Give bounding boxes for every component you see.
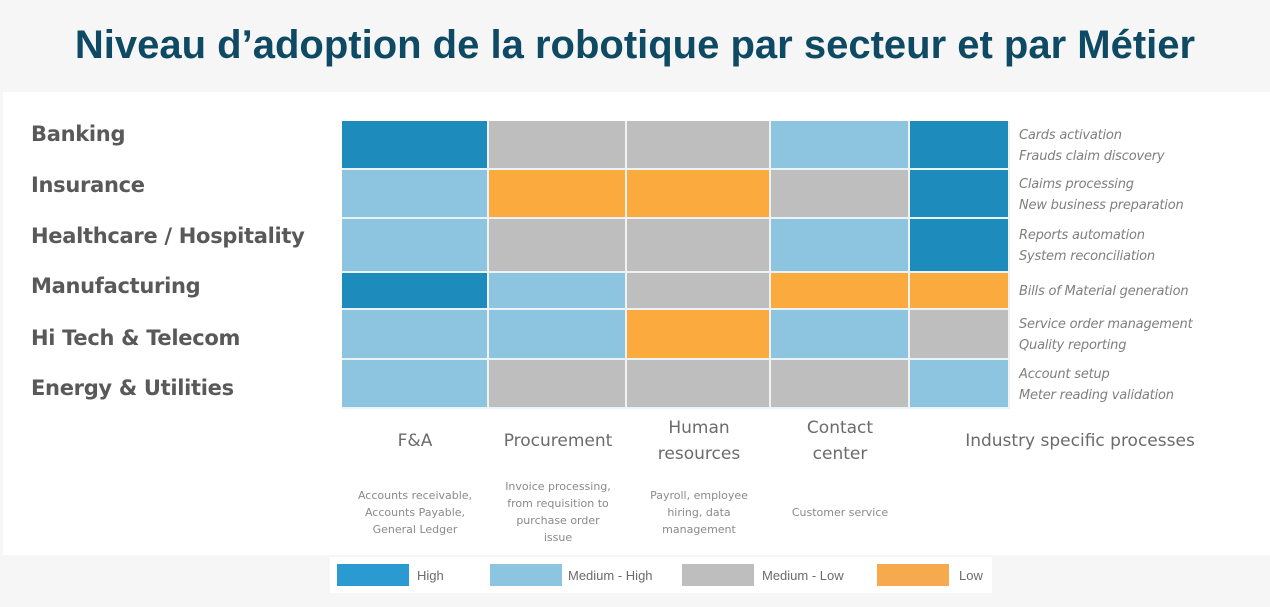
column-header-4: Industry specific processes bbox=[960, 428, 1200, 454]
heatmap-cell bbox=[489, 170, 627, 219]
heatmap-cell bbox=[627, 273, 771, 310]
heatmap-cell bbox=[342, 360, 489, 409]
heatmap-cell bbox=[910, 170, 1010, 219]
row-label-4: Hi Tech & Telecom bbox=[31, 326, 241, 350]
column-header-1: Procurement bbox=[438, 428, 678, 454]
process-line: System reconciliation bbox=[1019, 249, 1155, 264]
heatmap-cell bbox=[771, 273, 910, 310]
heatmap-cell bbox=[342, 273, 489, 310]
heatmap-cell bbox=[910, 121, 1010, 170]
column-description-line: purchase order bbox=[516, 514, 600, 527]
column-description-line: Accounts Payable, bbox=[364, 505, 466, 519]
heatmap-cell bbox=[342, 170, 489, 219]
heatmap-cell bbox=[771, 170, 910, 219]
legend-label-1: Medium - High bbox=[568, 568, 653, 583]
process-line: Service order management bbox=[1019, 317, 1193, 332]
heatmap-cell bbox=[771, 219, 910, 273]
industry-process-text: Account setup Meter reading validation bbox=[1019, 364, 1174, 406]
row-label-1: Insurance bbox=[31, 173, 145, 197]
column-description-0: Accounts receivable, Accounts Payable, Gen… bbox=[335, 487, 495, 538]
column-header-2: Human resources bbox=[579, 415, 819, 467]
heatmap-cell bbox=[342, 219, 489, 273]
column-description-1: Invoice processing, from requisition to pu… bbox=[478, 478, 638, 546]
legend-swatch-0 bbox=[337, 564, 409, 586]
legend-label-3: Low bbox=[959, 568, 983, 583]
heatmap-cell bbox=[489, 219, 627, 273]
industry-process-text: Claims processing New business preparatio… bbox=[1019, 174, 1184, 216]
row-label-3: Manufacturing bbox=[31, 274, 201, 298]
process-line: Quality reporting bbox=[1019, 338, 1127, 353]
heatmap-cell bbox=[627, 170, 771, 219]
column-header-3: Contact center bbox=[720, 415, 960, 467]
process-line: Reports automation bbox=[1019, 228, 1145, 243]
column-description-line: Customer service bbox=[791, 505, 889, 519]
industry-process-text: Service order management Quality reportin… bbox=[1019, 314, 1193, 356]
column-description-2: Payroll, employee hiring, data management bbox=[619, 487, 779, 538]
column-header-line: Contact bbox=[806, 418, 874, 438]
column-description-line: Invoice processing, bbox=[505, 480, 611, 493]
heatmap-cell bbox=[627, 121, 771, 170]
heatmap-cell bbox=[771, 360, 910, 409]
column-description-3: Customer service bbox=[760, 504, 920, 521]
process-line: Frauds claim discovery bbox=[1019, 148, 1165, 164]
industry-process-text: Bills of Material generation bbox=[1019, 281, 1189, 302]
heatmap-cell bbox=[910, 273, 1010, 310]
column-description-line: Accounts receivable, bbox=[357, 488, 473, 502]
heatmap-cell bbox=[627, 310, 771, 360]
heatmap-cell bbox=[627, 219, 771, 273]
heatmap-cell bbox=[489, 360, 627, 409]
column-description-line: General Ledger bbox=[372, 522, 458, 536]
process-line: New business preparation bbox=[1019, 197, 1184, 213]
legend-swatch-3 bbox=[877, 564, 949, 586]
column-header-line: Industry specific processes bbox=[965, 431, 1195, 451]
row-label-0: Banking bbox=[31, 122, 126, 146]
heatmap-cell bbox=[910, 310, 1010, 360]
row-label-5: Energy & Utilities bbox=[31, 376, 234, 400]
heatmap-cell bbox=[910, 219, 1010, 273]
column-header-0: F&A bbox=[295, 428, 535, 454]
process-line: Claims processing bbox=[1019, 176, 1134, 192]
column-description-line: hiring, data bbox=[667, 505, 731, 519]
column-description-line: issue bbox=[543, 531, 573, 544]
heatmap-cell bbox=[489, 121, 627, 170]
heatmap-cell bbox=[771, 310, 910, 360]
heatmap-cell bbox=[489, 273, 627, 310]
legend-label-2: Medium - Low bbox=[762, 568, 844, 583]
heatmap-cell bbox=[342, 121, 489, 170]
heatmap-cell bbox=[342, 310, 489, 360]
heatmap-cell bbox=[771, 121, 910, 170]
column-description-line: from requisition to bbox=[507, 497, 609, 510]
column-header-line: Procurement bbox=[503, 431, 613, 451]
industry-process-text: Cards activation Frauds claim discovery bbox=[1019, 125, 1165, 167]
process-line: Cards activation bbox=[1019, 127, 1122, 143]
process-line: Account setup bbox=[1019, 366, 1110, 382]
column-header-line: center bbox=[812, 444, 868, 464]
row-label-2: Healthcare / Hospitality bbox=[31, 224, 305, 248]
legend: High Medium - High Medium - Low Low bbox=[330, 557, 992, 593]
legend-swatch-2 bbox=[682, 564, 754, 586]
process-line: Meter reading validation bbox=[1019, 387, 1174, 403]
heatmap-cell bbox=[627, 360, 771, 409]
industry-process-text: Reports automation System reconciliation bbox=[1019, 225, 1155, 267]
process-line: Bills of Material generation bbox=[1019, 284, 1189, 299]
column-header-line: resources bbox=[657, 444, 741, 464]
legend-swatch-1 bbox=[490, 564, 562, 586]
column-description-line: management bbox=[662, 522, 736, 536]
legend-label-0: High bbox=[417, 568, 444, 583]
heatmap-cell bbox=[489, 310, 627, 360]
column-header-line: Human bbox=[668, 418, 730, 438]
heatmap-cell bbox=[910, 360, 1010, 409]
column-description-line: Payroll, employee bbox=[650, 488, 748, 502]
column-header-line: F&A bbox=[397, 431, 433, 451]
page-title: Niveau d’adoption de la robotique par se… bbox=[74, 22, 1196, 67]
